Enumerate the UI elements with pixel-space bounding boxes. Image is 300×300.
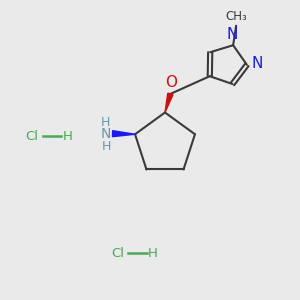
- Text: CH₃: CH₃: [226, 10, 248, 23]
- Text: Cl: Cl: [26, 130, 38, 143]
- Text: N: N: [226, 27, 238, 42]
- Text: H: H: [62, 130, 72, 143]
- Text: Cl: Cl: [111, 247, 124, 260]
- Polygon shape: [165, 93, 173, 112]
- Text: O: O: [165, 75, 177, 90]
- Text: H: H: [101, 116, 110, 129]
- Text: H: H: [148, 247, 158, 260]
- Polygon shape: [112, 131, 135, 137]
- Text: N: N: [100, 127, 111, 141]
- Text: N: N: [251, 56, 262, 71]
- Text: H: H: [101, 140, 111, 153]
